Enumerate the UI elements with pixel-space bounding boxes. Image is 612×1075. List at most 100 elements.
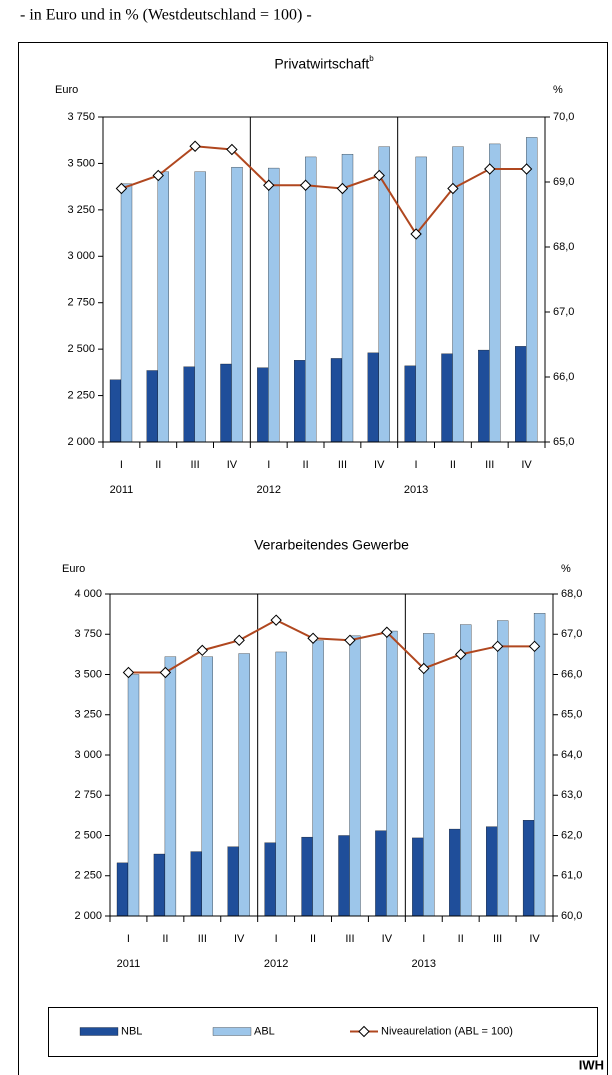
x-tick-label: II — [458, 933, 464, 945]
x-tick-label: IV — [227, 459, 238, 471]
line-marker — [520, 163, 533, 175]
bar — [190, 851, 202, 917]
x-tick-label: III — [345, 933, 354, 945]
bar — [257, 367, 269, 443]
y2-tick-label: 70,0 — [553, 111, 574, 123]
bar — [231, 166, 243, 443]
bar — [275, 651, 287, 917]
x-tick-label: III — [338, 459, 347, 471]
group-label: 2012 — [264, 958, 288, 970]
line-marker — [122, 666, 135, 679]
y2-tick-label: 69,0 — [553, 176, 574, 188]
y-tick-label: 2 500 — [67, 343, 95, 355]
legend-label: Niveaurelation (ABL = 100) — [381, 1025, 513, 1037]
y-tick-label: 3 250 — [67, 204, 95, 216]
x-tick-label: IV — [529, 933, 540, 945]
source: IWH — [579, 1057, 604, 1072]
line-marker — [410, 228, 422, 240]
x-tick-label: I — [275, 933, 278, 945]
y-axis-label: Euro — [62, 563, 85, 575]
line-marker — [373, 169, 385, 182]
bar — [268, 167, 280, 443]
line-marker — [233, 634, 245, 646]
y-tick-label: 3 750 — [67, 111, 95, 123]
bar — [120, 183, 133, 443]
y-tick-label: 2 750 — [67, 297, 95, 309]
x-tick-label: I — [127, 933, 130, 945]
line-marker — [447, 182, 459, 195]
line-marker — [159, 666, 172, 679]
bar — [423, 633, 435, 917]
x-tick-label: III — [190, 459, 199, 471]
bar — [441, 353, 453, 443]
group-label: 2013 — [412, 958, 436, 970]
y2-tick-label: 66,0 — [561, 668, 582, 680]
bar — [386, 630, 398, 917]
x-tick-label: I — [422, 933, 425, 945]
y-axis-label: Euro — [55, 84, 78, 96]
bar — [330, 358, 343, 443]
bar — [301, 836, 313, 917]
bar — [522, 820, 535, 917]
title-superscript: b — [369, 54, 374, 63]
bar — [375, 830, 387, 917]
bar — [515, 346, 527, 443]
x-tick-label: I — [120, 459, 123, 471]
line-marker — [344, 634, 356, 646]
y-tick-label: 2 250 — [67, 389, 95, 401]
x-tick-label: IV — [234, 933, 245, 945]
x-tick-label: IV — [374, 459, 385, 471]
x-tick-label: I — [267, 459, 270, 471]
legend-box — [48, 1007, 598, 1057]
legend-label: ABL — [254, 1025, 275, 1037]
bar — [305, 156, 317, 443]
y2-axis-label: % — [553, 84, 563, 96]
chart-title: Privatwirtschaftb — [274, 54, 374, 72]
line-marker — [152, 169, 164, 182]
line-marker — [299, 179, 312, 191]
legend-label: NBL — [121, 1025, 142, 1037]
bar — [449, 828, 461, 917]
y2-tick-label: 60,0 — [561, 910, 582, 922]
y-tick-label: 3 750 — [74, 628, 102, 640]
y2-tick-label: 65,0 — [561, 709, 582, 721]
bar — [497, 620, 509, 917]
y2-axis-label: % — [561, 563, 571, 575]
y-tick-label: 3 250 — [74, 709, 102, 721]
bar — [127, 674, 140, 917]
y2-tick-label: 64,0 — [561, 749, 582, 761]
x-tick-label: IV — [521, 459, 532, 471]
y-tick-label: 3 000 — [74, 749, 102, 761]
bar — [367, 352, 379, 443]
x-tick-label: II — [162, 933, 168, 945]
y2-tick-label: 61,0 — [561, 870, 582, 882]
bar — [526, 137, 538, 443]
line-marker — [307, 632, 319, 644]
bar — [341, 153, 354, 443]
bar — [238, 653, 250, 917]
y2-tick-label: 67,0 — [561, 628, 582, 640]
line-marker — [189, 140, 201, 152]
bar — [183, 366, 195, 443]
line-marker — [418, 662, 430, 675]
y2-tick-label: 66,0 — [553, 371, 574, 383]
y2-tick-label: 67,0 — [553, 306, 574, 318]
line-marker — [484, 163, 496, 175]
y-tick-label: 4 000 — [74, 588, 102, 600]
line — [128, 619, 535, 674]
line-marker — [381, 626, 393, 638]
bar — [460, 624, 472, 917]
bar — [404, 365, 416, 443]
bar — [412, 837, 424, 917]
bar — [201, 656, 213, 917]
y-tick-label: 3 500 — [67, 157, 95, 169]
group-label: 2013 — [404, 484, 428, 496]
line-marker — [263, 179, 275, 191]
line-marker — [336, 182, 349, 195]
x-tick-label: III — [493, 933, 502, 945]
legend-swatch — [212, 1027, 252, 1036]
bar — [116, 862, 129, 917]
y-tick-label: 2 750 — [74, 789, 102, 801]
line-marker — [455, 648, 467, 661]
